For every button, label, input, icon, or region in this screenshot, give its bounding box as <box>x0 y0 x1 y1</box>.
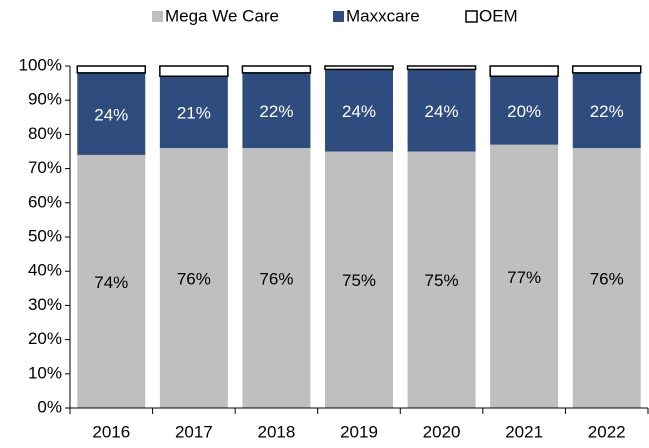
bar-segment <box>76 65 147 74</box>
y-tick-label: 100% <box>19 55 62 74</box>
bar-segment <box>159 65 229 78</box>
data-label: 75% <box>425 271 459 290</box>
bar-segment <box>490 76 559 145</box>
bar-segment <box>77 72 146 155</box>
legend-swatch <box>465 10 478 23</box>
bar-segment <box>242 72 311 149</box>
data-label: 76% <box>259 270 293 289</box>
x-tick-label: 2021 <box>505 422 543 441</box>
legend-label: Mega We Care <box>165 6 279 25</box>
legend-swatch <box>152 11 163 22</box>
data-label: 24% <box>342 102 376 121</box>
y-tick-label: 0% <box>37 397 62 416</box>
x-tick-label: 2022 <box>588 422 626 441</box>
bar-segment <box>407 69 476 152</box>
y-tick-label: 20% <box>28 329 62 348</box>
y-tick-label: 30% <box>28 295 62 314</box>
y-tick-label: 70% <box>28 158 62 177</box>
legend-swatch <box>333 11 344 22</box>
y-tick-label: 10% <box>28 363 62 382</box>
bar-segment <box>325 69 393 152</box>
y-tick-label: 80% <box>28 124 62 143</box>
bar-segment <box>572 148 641 408</box>
data-label: 76% <box>590 270 624 289</box>
data-label: 75% <box>342 271 376 290</box>
data-label: 74% <box>94 273 128 292</box>
data-label: 22% <box>590 102 624 121</box>
bar-segment <box>159 148 228 408</box>
x-tick-label: 2016 <box>92 422 130 441</box>
bar-segment <box>406 65 477 71</box>
data-label: 20% <box>507 102 541 121</box>
data-label: 24% <box>94 105 128 124</box>
data-label: 21% <box>177 104 211 123</box>
y-tick-label: 50% <box>28 226 62 245</box>
bar-segment <box>490 144 559 408</box>
legend-label: Maxxcare <box>346 6 420 25</box>
bar-segment <box>571 65 642 74</box>
data-label: 22% <box>259 102 293 121</box>
x-tick-label: 2019 <box>340 422 378 441</box>
y-tick-label: 40% <box>28 261 62 280</box>
bar-segment <box>489 65 559 78</box>
x-tick-label: 2017 <box>175 422 213 441</box>
bar-segment <box>407 151 476 408</box>
x-tick-label: 2020 <box>423 422 461 441</box>
x-tick-label: 2018 <box>258 422 296 441</box>
data-label: 77% <box>507 268 541 287</box>
data-label: 24% <box>425 102 459 121</box>
bar-segment <box>241 65 312 74</box>
y-tick-label: 90% <box>28 90 62 109</box>
bar-segment <box>159 76 228 149</box>
bar-segment <box>325 151 393 408</box>
bar-segment <box>572 72 641 149</box>
bar-segment <box>324 65 394 71</box>
bar-segment <box>77 154 146 408</box>
y-tick-label: 60% <box>28 192 62 211</box>
data-label: 76% <box>177 270 211 289</box>
bar-segment <box>242 148 311 408</box>
legend-label: OEM <box>479 6 518 25</box>
